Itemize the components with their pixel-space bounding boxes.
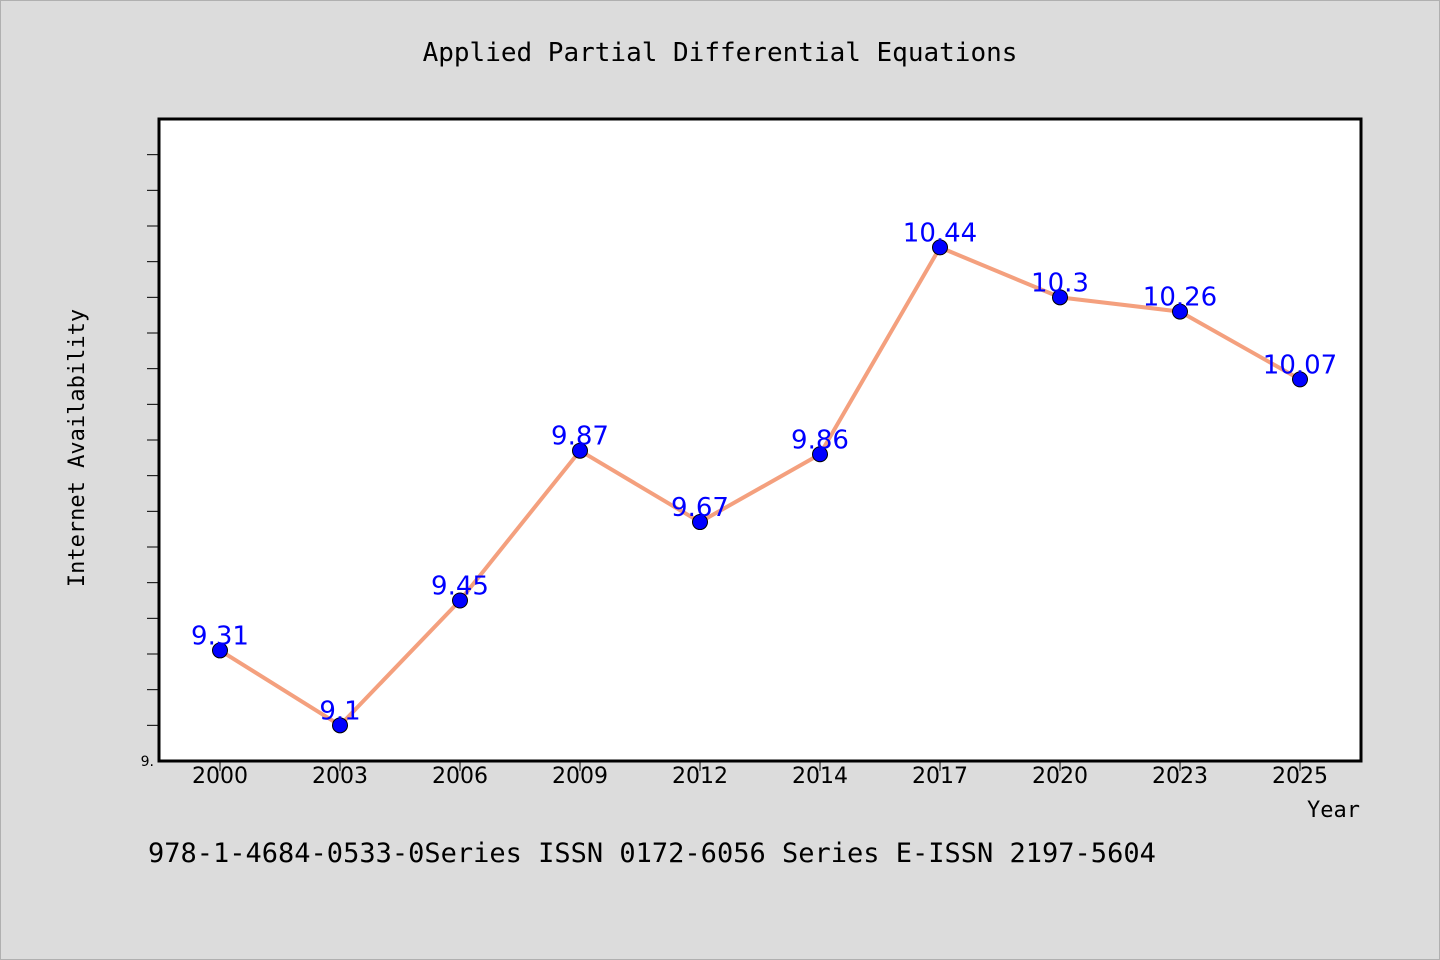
data-point-marker [1052, 289, 1068, 306]
x-tick-label: 2023 [1152, 764, 1208, 789]
data-label: 10.3 [1031, 268, 1089, 298]
data-label: 10.07 [1263, 350, 1337, 380]
data-label: 9.86 [791, 425, 849, 455]
x-tick-label: 2009 [552, 764, 608, 789]
data-point-marker [332, 717, 348, 734]
data-label: 10.26 [1143, 283, 1217, 313]
series-line [218, 245, 1302, 728]
chart-title: Applied Partial Differential Equations [423, 38, 1018, 68]
data-label: 9.31 [191, 621, 249, 651]
x-tick-label: 2014 [792, 764, 848, 789]
data-label: 9.87 [551, 422, 609, 452]
data-point-marker [932, 239, 948, 256]
x-tick-label: 2020 [1032, 764, 1088, 789]
x-axis-label: Year [1307, 798, 1360, 823]
data-point-marker [572, 442, 588, 459]
data-point-marker [1172, 303, 1188, 320]
x-tick-label: 2000 [192, 764, 248, 789]
x-tick-label: 2006 [432, 764, 488, 789]
plot-area [157, 117, 1363, 763]
x-tick-label: 2012 [672, 764, 728, 789]
y-axis-label: Internet Availability [65, 309, 90, 587]
data-label: 10.44 [903, 218, 977, 248]
x-tick-label: 2025 [1272, 764, 1328, 789]
x-tick-label: 2017 [912, 764, 968, 789]
data-point-marker [452, 592, 468, 609]
data-label: 9.45 [431, 572, 489, 602]
data-point-marker [692, 514, 708, 531]
data-label: 9.67 [671, 493, 729, 523]
data-point-marker [212, 642, 228, 659]
y-tick-label: 9. [141, 754, 154, 770]
footer-isbn-text: 978-1-4684-0533-0Series ISSN 0172-6056 S… [148, 838, 1156, 869]
x-tick-label: 2003 [312, 764, 368, 789]
data-point-marker [812, 446, 828, 463]
data-label: 9.1 [319, 696, 360, 726]
data-point-marker [1292, 371, 1308, 388]
